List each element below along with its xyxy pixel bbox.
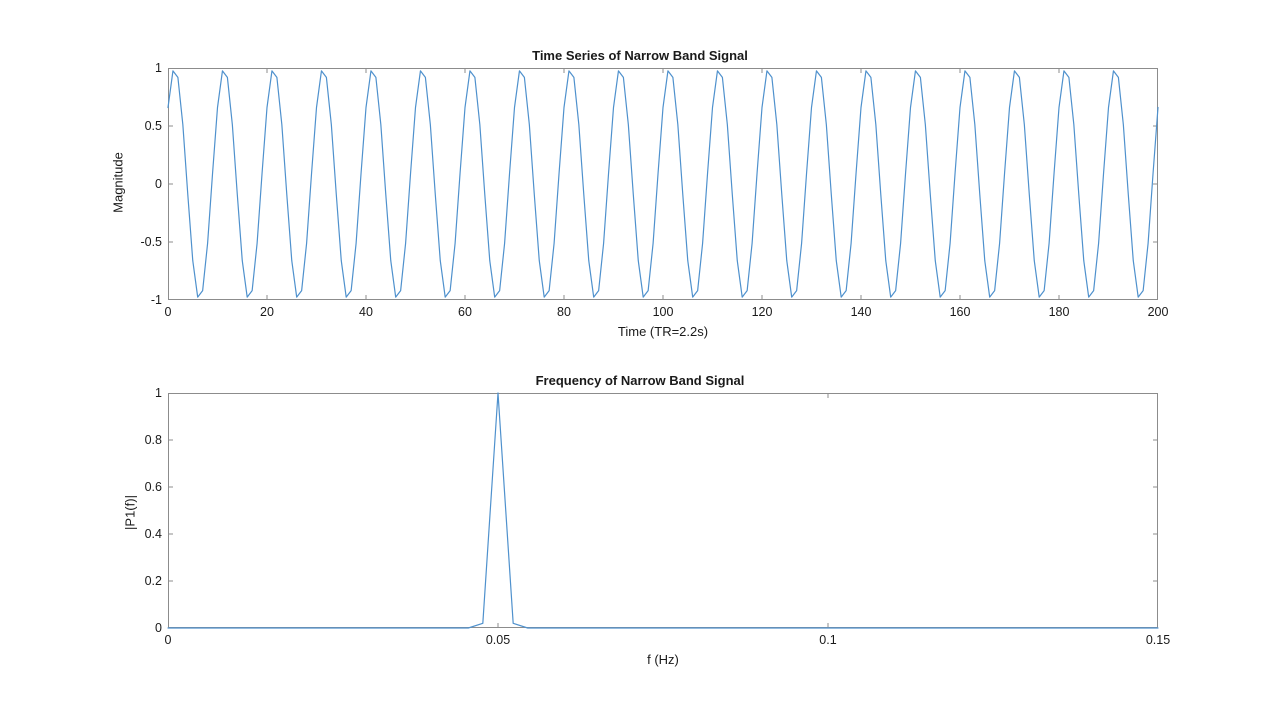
- x-tick-label: 120: [751, 305, 773, 319]
- x-tick-label: 0: [164, 305, 172, 319]
- time-series-xlabel: Time (TR=2.2s): [617, 324, 709, 339]
- y-tick-label: 1: [155, 386, 162, 400]
- frequency-ylabel: |P1(f)|: [122, 495, 138, 530]
- x-tick-label: 20: [260, 305, 274, 319]
- frequency-ticks: [168, 393, 1158, 628]
- x-tick-label: 0.05: [485, 633, 511, 647]
- frequency-xlabel: f (Hz): [647, 652, 679, 667]
- y-tick-label: 0.8: [144, 433, 162, 447]
- x-tick-label: 80: [557, 305, 571, 319]
- y-tick-label: 0.6: [144, 480, 162, 494]
- y-tick-label: -1: [150, 293, 162, 307]
- x-tick-label: 100: [652, 305, 674, 319]
- x-tick-label: 0.15: [1145, 633, 1171, 647]
- x-tick-label: 180: [1048, 305, 1070, 319]
- y-tick-label: 0: [155, 177, 162, 191]
- x-tick-label: 160: [949, 305, 971, 319]
- x-tick-label: 140: [850, 305, 872, 319]
- x-tick-label: 0.1: [819, 633, 837, 647]
- frequency-title: Frequency of Narrow Band Signal: [535, 373, 745, 388]
- time-series-title: Time Series of Narrow Band Signal: [532, 48, 748, 63]
- x-tick-label: 0: [164, 633, 172, 647]
- y-tick-label: -0.5: [140, 235, 162, 249]
- y-tick-label: 0.4: [144, 527, 162, 541]
- x-tick-label: 60: [458, 305, 472, 319]
- time-series-ticks: [168, 68, 1158, 300]
- time-series-line: [167, 70, 1159, 298]
- y-tick-label: 1: [155, 61, 162, 75]
- y-tick-label: 0.5: [144, 119, 162, 133]
- frequency-axes: [168, 393, 1158, 628]
- y-tick-label: 0: [155, 621, 162, 635]
- y-tick-label: 0.2: [144, 574, 162, 588]
- x-tick-label: 40: [359, 305, 373, 319]
- x-tick-label: 200: [1147, 305, 1169, 319]
- frequency-spectrum-line: [167, 392, 1159, 629]
